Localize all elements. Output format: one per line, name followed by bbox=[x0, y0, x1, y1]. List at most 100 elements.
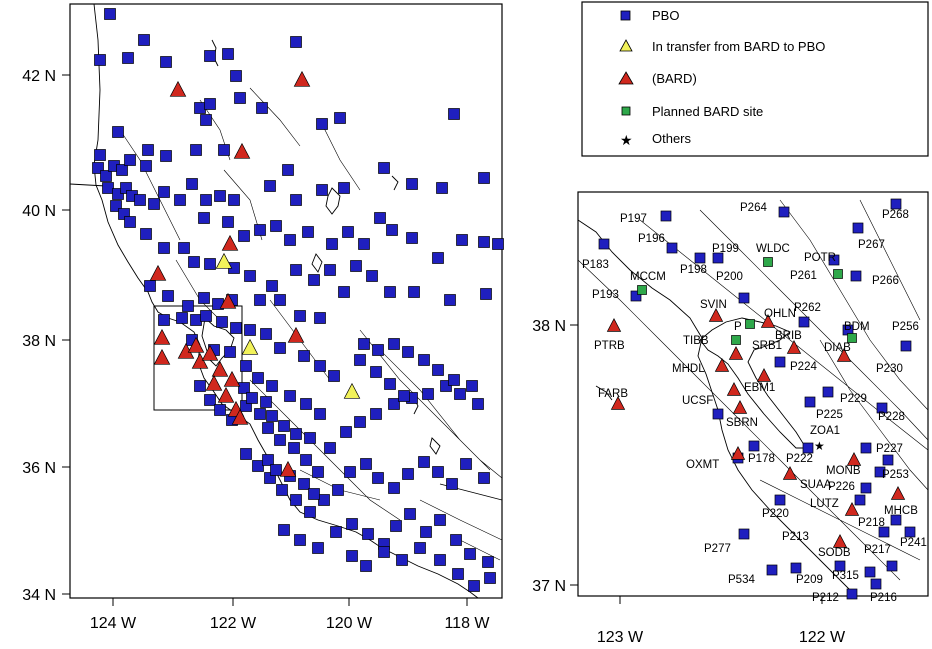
pbo-site-marker bbox=[774, 356, 786, 368]
bard-site-marker bbox=[714, 358, 730, 372]
pbo-site-marker bbox=[876, 402, 888, 414]
bard-site-marker bbox=[153, 348, 171, 365]
pbo-site-marker bbox=[190, 144, 202, 156]
pbo-site-marker bbox=[370, 408, 382, 420]
site-label: P264 bbox=[740, 202, 767, 214]
pbo-site-marker bbox=[406, 178, 418, 190]
pbo-site-marker bbox=[290, 194, 302, 206]
pbo-site-marker bbox=[162, 290, 174, 302]
site-label: P212 bbox=[812, 592, 839, 604]
pbo-site-marker bbox=[402, 468, 414, 480]
pbo-site-marker bbox=[454, 388, 466, 400]
site-label: SODB bbox=[818, 547, 851, 559]
pbo-site-marker bbox=[388, 398, 400, 410]
bard-site-marker bbox=[153, 328, 171, 345]
pbo-site-marker bbox=[176, 312, 188, 324]
bard-site-marker bbox=[782, 466, 798, 480]
pbo-site-marker bbox=[478, 172, 490, 184]
pbo-site-marker bbox=[374, 212, 386, 224]
site-label: ZOA1 bbox=[810, 425, 840, 437]
pbo-site-marker bbox=[660, 210, 672, 222]
site-label: P262 bbox=[794, 302, 821, 314]
pbo-site-marker bbox=[264, 180, 276, 192]
bard-site-marker bbox=[732, 400, 748, 414]
pbo-site-marker bbox=[204, 258, 216, 270]
pbo-site-marker bbox=[396, 554, 408, 566]
pbo-site-marker bbox=[444, 294, 456, 306]
pbo-site-marker bbox=[492, 238, 504, 250]
pbo-site-marker bbox=[338, 286, 350, 298]
pbo-site-marker bbox=[900, 340, 912, 352]
pbo-site-marker bbox=[278, 524, 290, 536]
pbo-site-marker bbox=[266, 380, 278, 392]
legend-square-icon bbox=[620, 10, 631, 21]
site-label: P227 bbox=[876, 443, 903, 455]
bard-site-marker bbox=[233, 142, 251, 159]
pbo-site-marker bbox=[478, 472, 490, 484]
site-label: P213 bbox=[782, 531, 809, 543]
inset-lon-tick: 123 W bbox=[597, 629, 644, 646]
pbo-site-marker bbox=[432, 252, 444, 264]
pbo-site-marker bbox=[630, 290, 642, 302]
site-label: P268 bbox=[882, 209, 909, 221]
pbo-site-marker bbox=[298, 350, 310, 362]
pbo-site-marker bbox=[300, 454, 312, 466]
pbo-site-marker bbox=[360, 458, 372, 470]
pbo-site-marker bbox=[418, 456, 430, 468]
site-label: P198 bbox=[680, 264, 707, 276]
pbo-site-marker bbox=[378, 162, 390, 174]
pbo-site-marker bbox=[432, 364, 444, 376]
main-lake-4 bbox=[429, 437, 441, 455]
bard-site-marker bbox=[211, 360, 229, 377]
pbo-site-marker bbox=[408, 286, 420, 298]
pbo-site-marker bbox=[332, 484, 344, 496]
pbo-site-marker bbox=[324, 442, 336, 454]
pbo-site-marker bbox=[850, 270, 862, 282]
planned-bard-site-marker bbox=[847, 333, 857, 343]
main-lon-tick: 122 W bbox=[210, 615, 257, 632]
pbo-site-marker bbox=[468, 580, 480, 592]
pbo-site-marker bbox=[218, 144, 230, 156]
site-label: POTR bbox=[804, 252, 836, 264]
pbo-site-marker bbox=[278, 420, 290, 432]
pbo-site-marker bbox=[404, 508, 416, 520]
pbo-site-marker bbox=[100, 170, 112, 182]
pbo-site-marker bbox=[148, 198, 160, 210]
pbo-site-marker bbox=[904, 526, 916, 538]
pbo-site-marker bbox=[330, 526, 342, 538]
pbo-site-marker bbox=[778, 206, 790, 218]
pbo-site-marker bbox=[738, 292, 750, 304]
legend-label: Planned BARD site bbox=[652, 104, 763, 119]
bard-site-marker bbox=[786, 340, 802, 354]
planned-bard-site-marker bbox=[745, 319, 755, 329]
bard-site-marker bbox=[187, 336, 205, 353]
pbo-site-marker bbox=[358, 238, 370, 250]
pbo-site-marker bbox=[446, 478, 458, 490]
site-label: P bbox=[734, 321, 742, 333]
site-label: P315 bbox=[832, 570, 859, 582]
pbo-site-marker bbox=[324, 264, 336, 276]
pbo-site-marker bbox=[188, 256, 200, 268]
pbo-site-marker bbox=[216, 316, 228, 328]
pbo-site-marker bbox=[110, 200, 122, 212]
pbo-site-marker bbox=[342, 226, 354, 238]
site-label: SBRN bbox=[726, 417, 758, 429]
pbo-site-marker bbox=[384, 378, 396, 390]
pbo-site-marker bbox=[204, 50, 216, 62]
pbo-site-marker bbox=[370, 366, 382, 378]
main-border-seg bbox=[69, 183, 107, 187]
pbo-site-marker bbox=[200, 310, 212, 322]
pbo-site-marker bbox=[418, 354, 430, 366]
pbo-site-marker bbox=[112, 126, 124, 138]
site-label: P224 bbox=[790, 361, 817, 373]
transfer-site-marker bbox=[215, 252, 233, 269]
pbo-site-marker bbox=[384, 286, 396, 298]
bard-site-marker bbox=[169, 80, 187, 97]
inset-lon-tick: 122 W bbox=[799, 629, 846, 646]
pbo-site-marker bbox=[254, 224, 266, 236]
other-site-star-icon: ★ bbox=[814, 439, 825, 453]
legend-label: Others bbox=[652, 131, 692, 146]
pbo-site-marker bbox=[288, 442, 300, 454]
pbo-site-marker bbox=[390, 520, 402, 532]
pbo-site-marker bbox=[694, 252, 706, 264]
